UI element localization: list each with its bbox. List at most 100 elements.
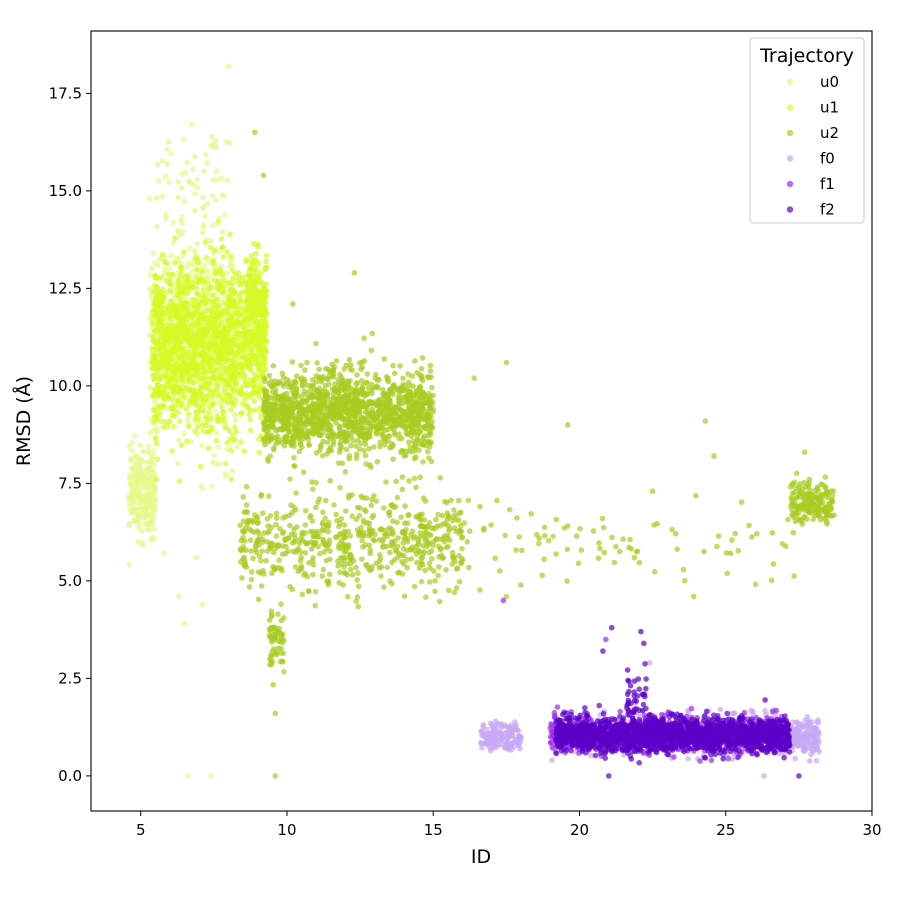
data-point [185, 411, 192, 417]
data-point [553, 551, 559, 557]
data-point [296, 448, 303, 455]
data-point [353, 455, 360, 461]
data-point [271, 445, 277, 451]
data-point [341, 430, 348, 437]
data-point [251, 379, 257, 385]
data-point [423, 594, 429, 600]
data-point [263, 258, 269, 265]
data-point [391, 370, 398, 377]
data-point [126, 520, 133, 527]
data-point [319, 453, 326, 459]
data-point [163, 327, 170, 334]
data-point [364, 379, 370, 386]
data-point [150, 372, 156, 379]
data-point [139, 506, 145, 512]
data-point [212, 138, 218, 144]
data-point [127, 494, 133, 501]
data-point [204, 417, 210, 424]
data-point [209, 292, 215, 298]
data-point [369, 330, 376, 337]
data-point [232, 270, 238, 277]
data-point [159, 358, 166, 365]
data-point [284, 424, 291, 431]
data-point [192, 154, 198, 160]
data-point [273, 510, 280, 517]
data-point [400, 540, 407, 546]
data-point [368, 502, 375, 509]
data-point [565, 523, 571, 529]
data-point [381, 584, 387, 590]
data-point [378, 564, 385, 570]
data-point [152, 283, 159, 290]
data-point [201, 203, 208, 210]
data-point [199, 375, 206, 381]
data-point [142, 520, 148, 527]
data-point [285, 430, 292, 436]
data-point [168, 384, 174, 390]
data-point [243, 547, 249, 553]
data-point [150, 250, 156, 256]
data-point [397, 363, 403, 369]
data-point [151, 448, 157, 454]
data-point [133, 516, 139, 522]
data-point [402, 503, 408, 509]
data-point [376, 376, 382, 383]
data-point [370, 512, 377, 519]
data-point [329, 361, 335, 368]
data-point [220, 414, 227, 420]
data-point [219, 229, 226, 235]
data-point [224, 270, 231, 277]
data-point [151, 357, 158, 364]
data-point [327, 400, 333, 406]
data-point [428, 413, 434, 420]
data-point [738, 499, 745, 506]
data-point [291, 454, 297, 461]
data-point [151, 260, 158, 266]
data-point [323, 497, 329, 504]
data-point [477, 503, 483, 510]
data-point [192, 428, 198, 434]
data-point [248, 292, 254, 299]
data-point [373, 560, 380, 567]
data-point [362, 542, 369, 548]
data-point [244, 305, 250, 311]
data-point [166, 179, 172, 185]
data-point [222, 309, 229, 316]
data-point [198, 396, 205, 403]
data-point [199, 268, 205, 275]
data-point [250, 555, 256, 562]
data-point [304, 359, 310, 366]
data-point [426, 374, 432, 381]
data-point [154, 306, 161, 312]
data-point [279, 631, 286, 638]
data-point [302, 522, 309, 528]
data-point [199, 442, 205, 449]
data-point [412, 443, 419, 450]
data-point [285, 548, 291, 555]
data-point [195, 185, 201, 191]
data-point [189, 261, 196, 268]
data-point [302, 570, 309, 577]
data-point [312, 602, 319, 609]
data-point [310, 392, 317, 398]
data-point [417, 383, 424, 390]
data-point [438, 552, 445, 559]
data-point [371, 493, 377, 499]
data-point [342, 469, 349, 475]
data-point [388, 502, 394, 509]
data-point [154, 161, 161, 168]
data-point [376, 552, 383, 558]
data-point [200, 422, 206, 428]
data-point [327, 548, 333, 554]
data-point [132, 432, 138, 439]
data-point [232, 412, 239, 418]
data-point [167, 418, 173, 425]
data-point [238, 289, 245, 295]
data-point [804, 493, 810, 500]
data-point [439, 512, 446, 519]
data-point [443, 567, 449, 573]
data-point [199, 316, 205, 322]
data-point [270, 564, 276, 570]
data-point [250, 280, 256, 286]
data-point [701, 548, 707, 555]
